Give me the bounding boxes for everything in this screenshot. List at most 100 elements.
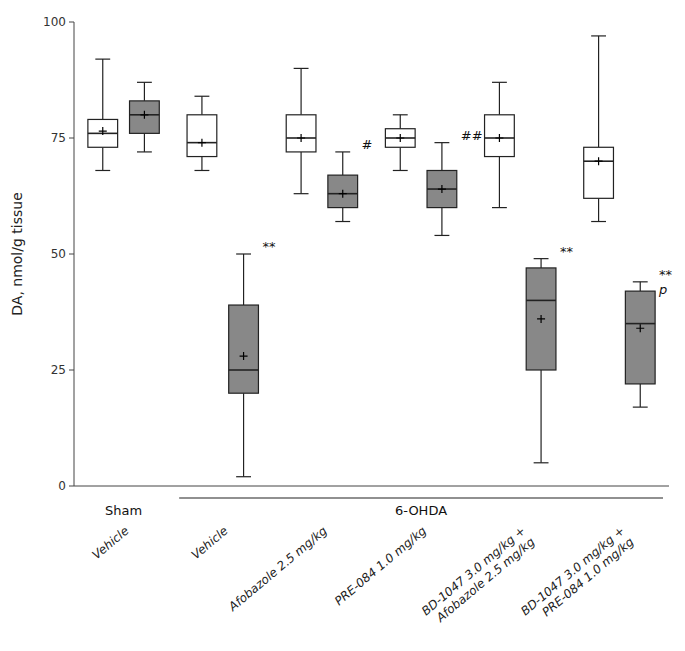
x-tick-label: Vehicle bbox=[89, 524, 131, 562]
mean-marker bbox=[438, 185, 446, 193]
upper-cap bbox=[534, 258, 549, 259]
mean-marker bbox=[636, 324, 644, 332]
box-group bbox=[187, 96, 217, 170]
upper-whisker bbox=[499, 82, 500, 114]
box bbox=[328, 175, 358, 207]
annotation: ## bbox=[461, 128, 483, 143]
lower-whisker bbox=[243, 393, 244, 477]
chart: 0255075100DA, nmol/g tissue**###****pSha… bbox=[0, 0, 685, 651]
annotation: # bbox=[362, 137, 373, 152]
box bbox=[526, 268, 556, 370]
upper-cap bbox=[95, 59, 110, 60]
lower-whisker bbox=[400, 147, 401, 170]
upper-whisker bbox=[102, 59, 103, 119]
upper-whisker bbox=[300, 68, 301, 114]
x-tick-label-line: PRE-084 1.0 mg/kg bbox=[539, 534, 636, 619]
lower-whisker bbox=[201, 157, 202, 171]
y-tick bbox=[69, 22, 74, 23]
upper-cap bbox=[633, 281, 648, 282]
box-group bbox=[130, 82, 160, 152]
box bbox=[485, 115, 515, 157]
annotation: ** bbox=[659, 267, 673, 282]
box bbox=[286, 115, 316, 152]
annotation: ** bbox=[560, 244, 574, 259]
upper-whisker bbox=[640, 282, 641, 291]
box-group bbox=[625, 282, 655, 407]
box bbox=[88, 119, 118, 147]
y-tick-label: 100 bbox=[43, 15, 66, 29]
y-axis-line bbox=[74, 22, 75, 486]
box-group bbox=[328, 152, 358, 222]
x-tick-label-line: Afobazole 2.5 mg/kg bbox=[225, 523, 330, 614]
y-tick-label: 50 bbox=[51, 247, 66, 261]
y-tick bbox=[69, 370, 74, 371]
plot-area bbox=[88, 36, 655, 477]
box-group bbox=[526, 259, 556, 463]
box bbox=[625, 291, 655, 384]
lower-cap bbox=[492, 207, 507, 208]
lower-cap bbox=[335, 221, 350, 222]
lower-cap bbox=[236, 476, 251, 477]
lower-cap bbox=[591, 221, 606, 222]
x-tick-label-line: Vehicle bbox=[189, 524, 231, 562]
group-label: Sham bbox=[105, 503, 142, 518]
upper-cap bbox=[137, 82, 152, 83]
box bbox=[584, 147, 614, 198]
upper-cap bbox=[294, 68, 309, 69]
upper-cap bbox=[492, 82, 507, 83]
y-tick-label: 0 bbox=[58, 479, 66, 493]
y-tick bbox=[69, 254, 74, 255]
box bbox=[229, 305, 259, 393]
upper-cap bbox=[393, 114, 408, 115]
mean-marker bbox=[339, 190, 347, 198]
lower-cap bbox=[137, 151, 152, 152]
lower-whisker bbox=[342, 208, 343, 222]
x-axis: VehicleVehicleAfobazole 2.5 mg/kgPRE-084… bbox=[89, 523, 636, 629]
x-tick-label-line: PRE-084 1.0 mg/kg bbox=[332, 523, 429, 608]
upper-cap bbox=[236, 253, 251, 254]
upper-whisker bbox=[441, 143, 442, 171]
annotations: **###****p bbox=[262, 128, 672, 297]
lower-cap bbox=[633, 407, 648, 408]
upper-whisker bbox=[201, 96, 202, 115]
y-tick-label: 25 bbox=[51, 363, 66, 377]
upper-whisker bbox=[598, 36, 599, 147]
mean-marker bbox=[240, 352, 248, 360]
group-label: 6-OHDA bbox=[395, 503, 447, 518]
group-bracket bbox=[179, 497, 663, 498]
lower-whisker bbox=[499, 157, 500, 208]
lower-whisker bbox=[640, 384, 641, 407]
lower-cap bbox=[534, 462, 549, 463]
upper-cap bbox=[591, 35, 606, 36]
x-axis-line bbox=[74, 486, 669, 487]
upper-whisker bbox=[144, 82, 145, 101]
x-tick-label: PRE-084 1.0 mg/kg bbox=[332, 523, 429, 608]
upper-whisker bbox=[243, 254, 244, 305]
y-tick bbox=[69, 138, 74, 139]
upper-cap bbox=[194, 96, 209, 97]
annotation: ** bbox=[262, 239, 276, 254]
lower-whisker bbox=[441, 208, 442, 236]
upper-whisker bbox=[540, 259, 541, 268]
mean-marker bbox=[198, 139, 206, 147]
x-tick-label: Vehicle bbox=[189, 524, 231, 562]
mean-marker bbox=[495, 134, 503, 142]
lower-cap bbox=[434, 235, 449, 236]
y-tick-label: 75 bbox=[51, 131, 66, 145]
lower-whisker bbox=[540, 370, 541, 463]
upper-cap bbox=[434, 142, 449, 143]
upper-whisker bbox=[342, 152, 343, 175]
median bbox=[625, 323, 655, 325]
lower-whisker bbox=[102, 147, 103, 170]
lower-cap bbox=[194, 170, 209, 171]
box-group bbox=[427, 143, 457, 236]
box bbox=[427, 170, 457, 207]
mean-marker bbox=[537, 315, 545, 323]
y-axis: 0 25 50 75 100 bbox=[43, 15, 669, 493]
lower-cap bbox=[294, 193, 309, 194]
y-axis-label: DA, nmol/g tissue bbox=[9, 192, 25, 315]
box bbox=[187, 115, 217, 157]
lower-cap bbox=[393, 170, 408, 171]
upper-whisker bbox=[400, 115, 401, 129]
mean-marker bbox=[99, 127, 107, 135]
